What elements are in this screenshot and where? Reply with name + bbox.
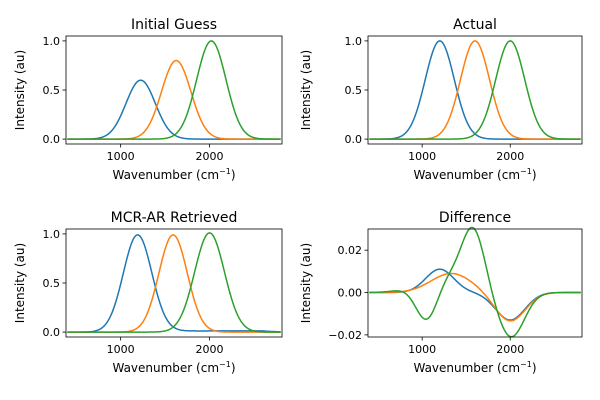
actual-series-2-line — [369, 40, 581, 140]
panel-difference: 1000 2000 −0.02 0.00 0.02 Difference Wavenumbe… — [299, 210, 583, 375]
initial-guess-xlabel: Wavenumber (cm−1) — [112, 167, 235, 182]
actual-ytick-label: 0.0 — [345, 133, 363, 146]
mcr-ar-retrieved-axes-frame — [65, 228, 283, 338]
difference-ylabel: Intensity (au) — [299, 243, 313, 323]
initial-guess-series-1-line — [67, 79, 281, 140]
difference-ytick-label: −0.02 — [328, 329, 362, 342]
initial-guess-xtick-label: 2000 — [196, 150, 224, 163]
mcr-ar-retrieved-series-2-line — [67, 234, 281, 333]
initial-guess-ytick-label: 0.0 — [43, 133, 61, 146]
difference-axes-frame — [367, 228, 583, 338]
actual-axes-frame — [367, 35, 583, 145]
actual-ylabel: Intensity (au) — [299, 50, 313, 130]
difference-xtick-label: 1000 — [408, 343, 436, 356]
mcr-ar-retrieved-ytick-label: 1.0 — [43, 228, 61, 241]
panel-initial-guess: 1000 2000 0.0 0.5 1.0 Initial Guess Wavenumber… — [13, 17, 283, 182]
difference-xtick-label: 2000 — [496, 343, 524, 356]
actual-series-1-line — [369, 40, 581, 140]
initial-guess-ytick-label: 0.5 — [43, 84, 61, 97]
actual-title: Actual — [453, 17, 497, 33]
difference-xlabel: Wavenumber (cm−1) — [413, 360, 536, 375]
initial-guess-xtick-label: 1000 — [107, 150, 135, 163]
panel-actual: 1000 2000 0.0 0.5 1.0 Actual Wavenumber (cm−1)… — [299, 17, 583, 182]
mcr-ar-retrieved-ytick-label: 0.0 — [43, 326, 61, 339]
difference-series-2-line — [369, 272, 581, 322]
initial-guess-series-2-line — [67, 59, 281, 140]
initial-guess-axes-frame — [65, 35, 283, 145]
actual-xtick-label: 2000 — [496, 150, 524, 163]
mcr-ar-retrieved-series-3-line — [67, 232, 281, 333]
difference-ytick-label: 0.00 — [338, 287, 363, 300]
initial-guess-ylabel: Intensity (au) — [13, 50, 27, 130]
actual-ytick-label: 0.5 — [345, 84, 363, 97]
difference-ytick-label: 0.02 — [338, 244, 363, 257]
mcr-ar-retrieved-ytick-label: 0.5 — [43, 277, 61, 290]
difference-series-3-line — [369, 226, 581, 338]
mcr-ar-retrieved-xlabel: Wavenumber (cm−1) — [112, 360, 235, 375]
actual-xlabel: Wavenumber (cm−1) — [413, 167, 536, 182]
actual-ytick-label: 1.0 — [345, 35, 363, 48]
actual-series-3-line — [369, 40, 581, 140]
initial-guess-title: Initial Guess — [131, 17, 217, 33]
initial-guess-series-3-line — [67, 40, 281, 140]
difference-title: Difference — [439, 210, 511, 226]
mcr-ar-retrieved-xtick-label: 1000 — [107, 343, 135, 356]
panel-mcr-ar-retrieved: 1000 2000 0.0 0.5 1.0 MCR-AR Retrieved Wavenum… — [13, 210, 283, 375]
actual-xtick-label: 1000 — [408, 150, 436, 163]
initial-guess-ytick-label: 1.0 — [43, 35, 61, 48]
mcr-ar-retrieved-xtick-label: 2000 — [196, 343, 224, 356]
mcr-ar-retrieved-title: MCR-AR Retrieved — [111, 210, 238, 226]
difference-series-1-line — [369, 268, 581, 321]
mcr-ar-retrieved-ylabel: Intensity (au) — [13, 243, 27, 323]
mcr-ar-retrieved-series-1-line — [67, 234, 281, 333]
